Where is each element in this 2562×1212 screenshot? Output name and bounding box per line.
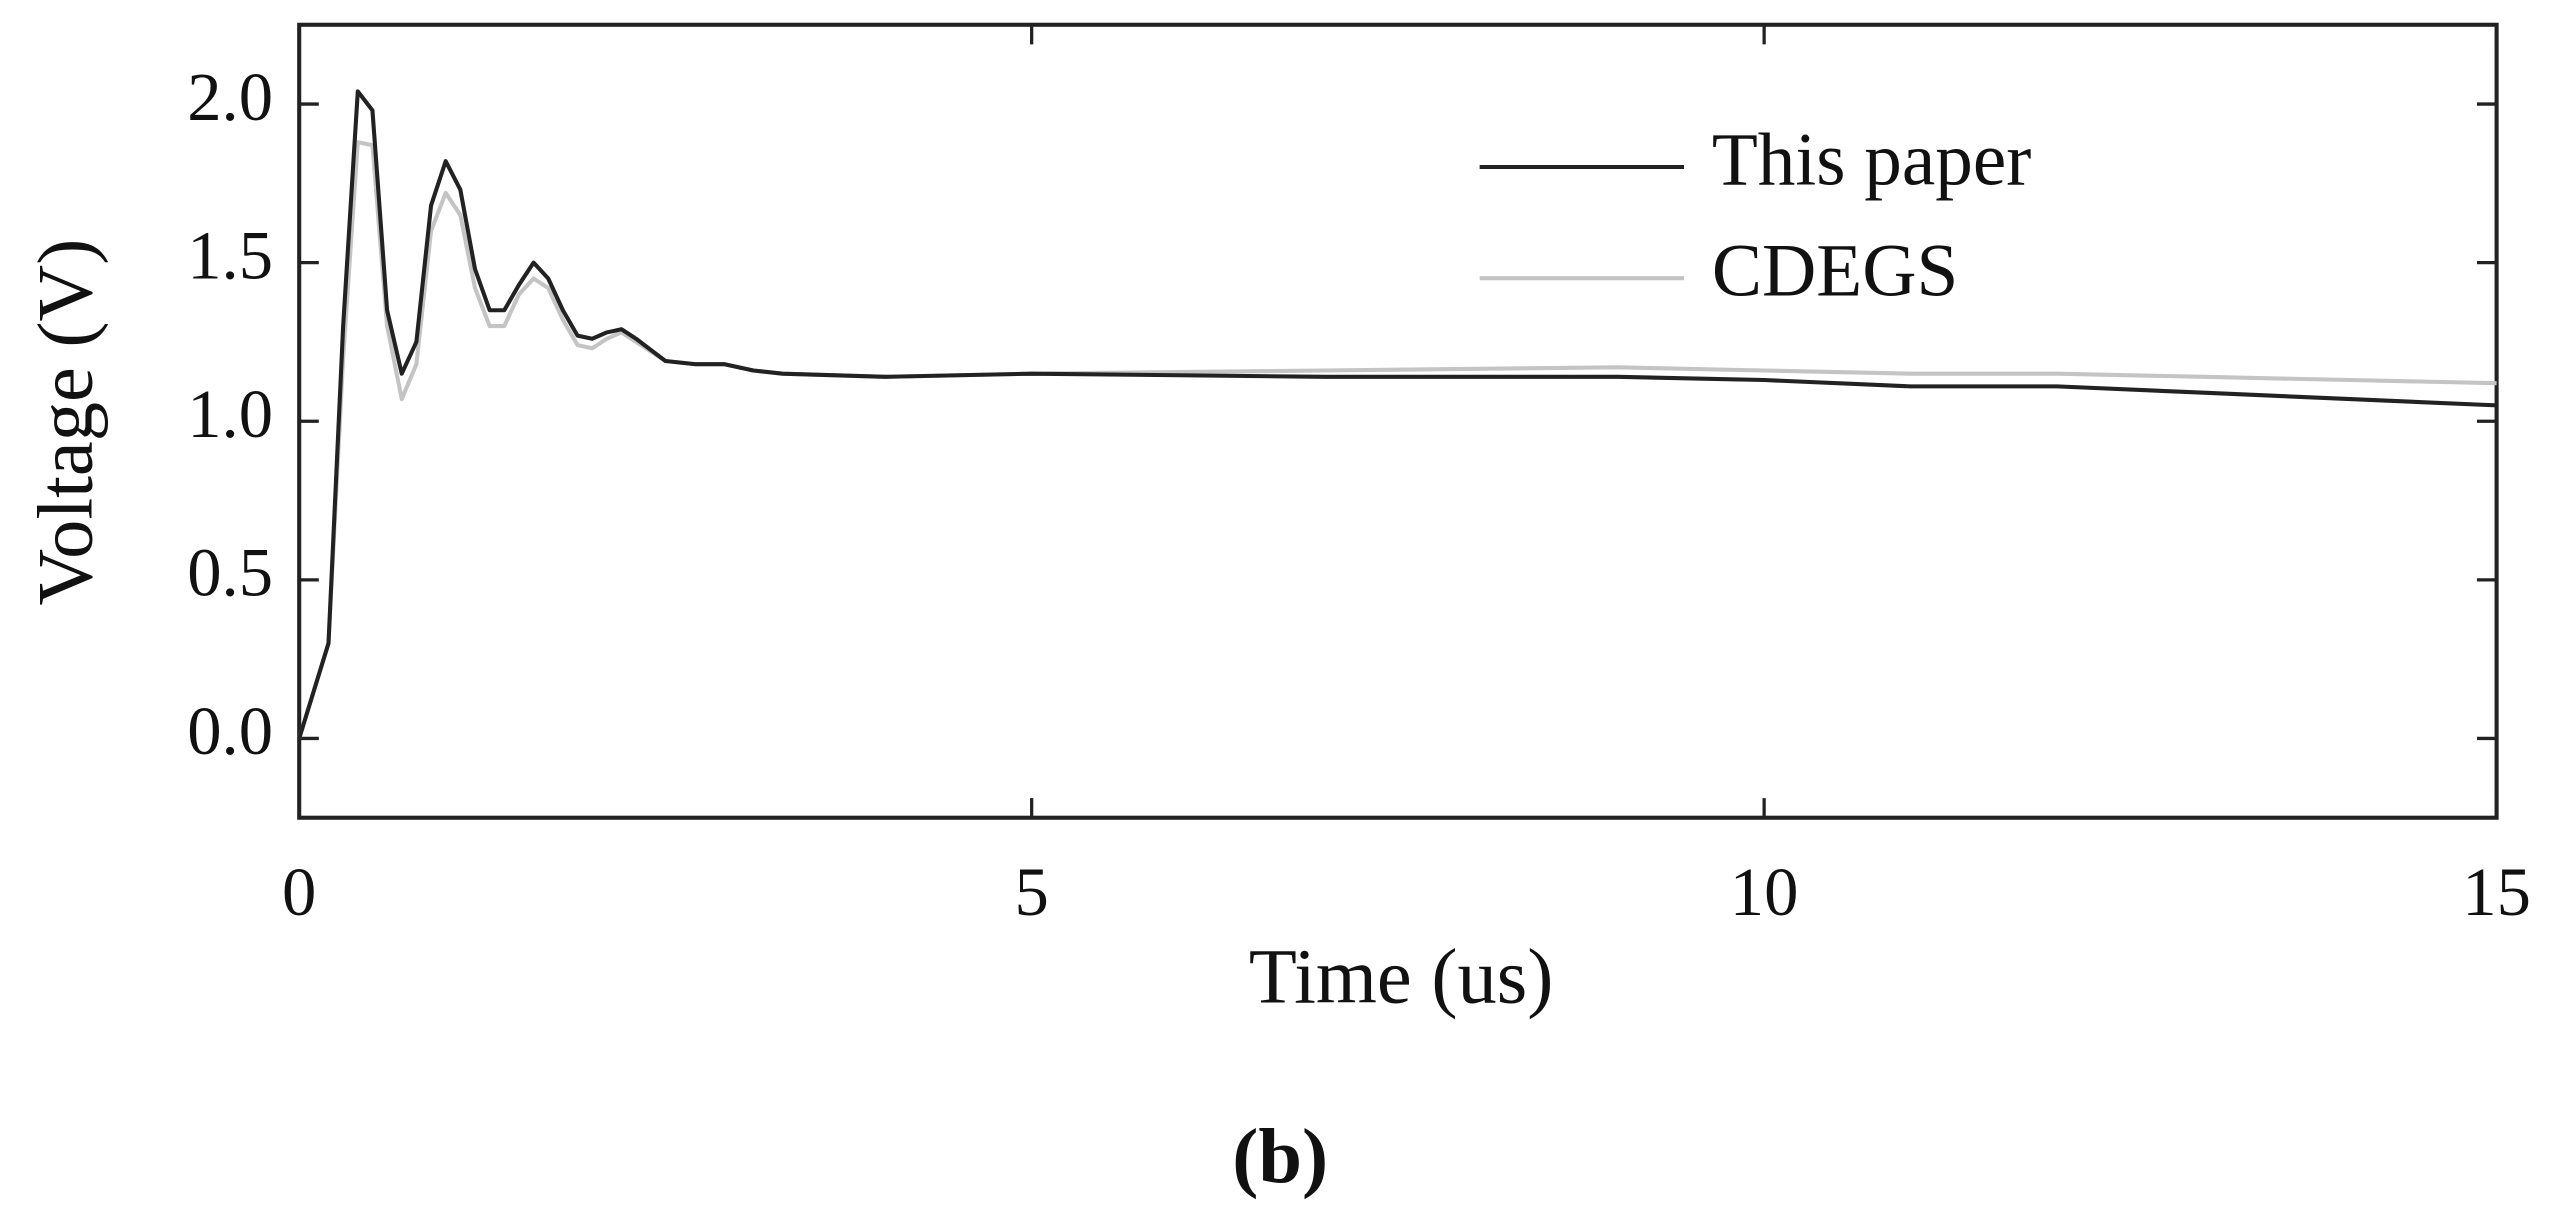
series-line	[297, 89, 2497, 740]
legend-label: This paper	[1712, 118, 2031, 201]
y-axis-label: Voltage (V)	[22, 239, 109, 606]
y-tick-label: 1.0	[187, 376, 273, 452]
x-tick-label: 0	[282, 854, 316, 930]
y-tick-label: 2.0	[187, 59, 273, 135]
x-tick-label: 5	[1015, 854, 1049, 930]
x-axis-label: Time (us)	[1249, 933, 1554, 1020]
legend-label: CDEGS	[1712, 229, 1959, 312]
plot-frame	[297, 22, 2499, 820]
y-tick-label: 1.5	[187, 217, 273, 293]
y-tick-label: 0.0	[187, 693, 273, 769]
x-tick-label: 10	[1730, 854, 1799, 930]
y-tick-label: 0.5	[187, 535, 273, 611]
x-tick-label: 15	[2462, 854, 2531, 930]
caption: (b)	[1232, 1112, 1328, 1199]
series-line	[297, 140, 2497, 740]
